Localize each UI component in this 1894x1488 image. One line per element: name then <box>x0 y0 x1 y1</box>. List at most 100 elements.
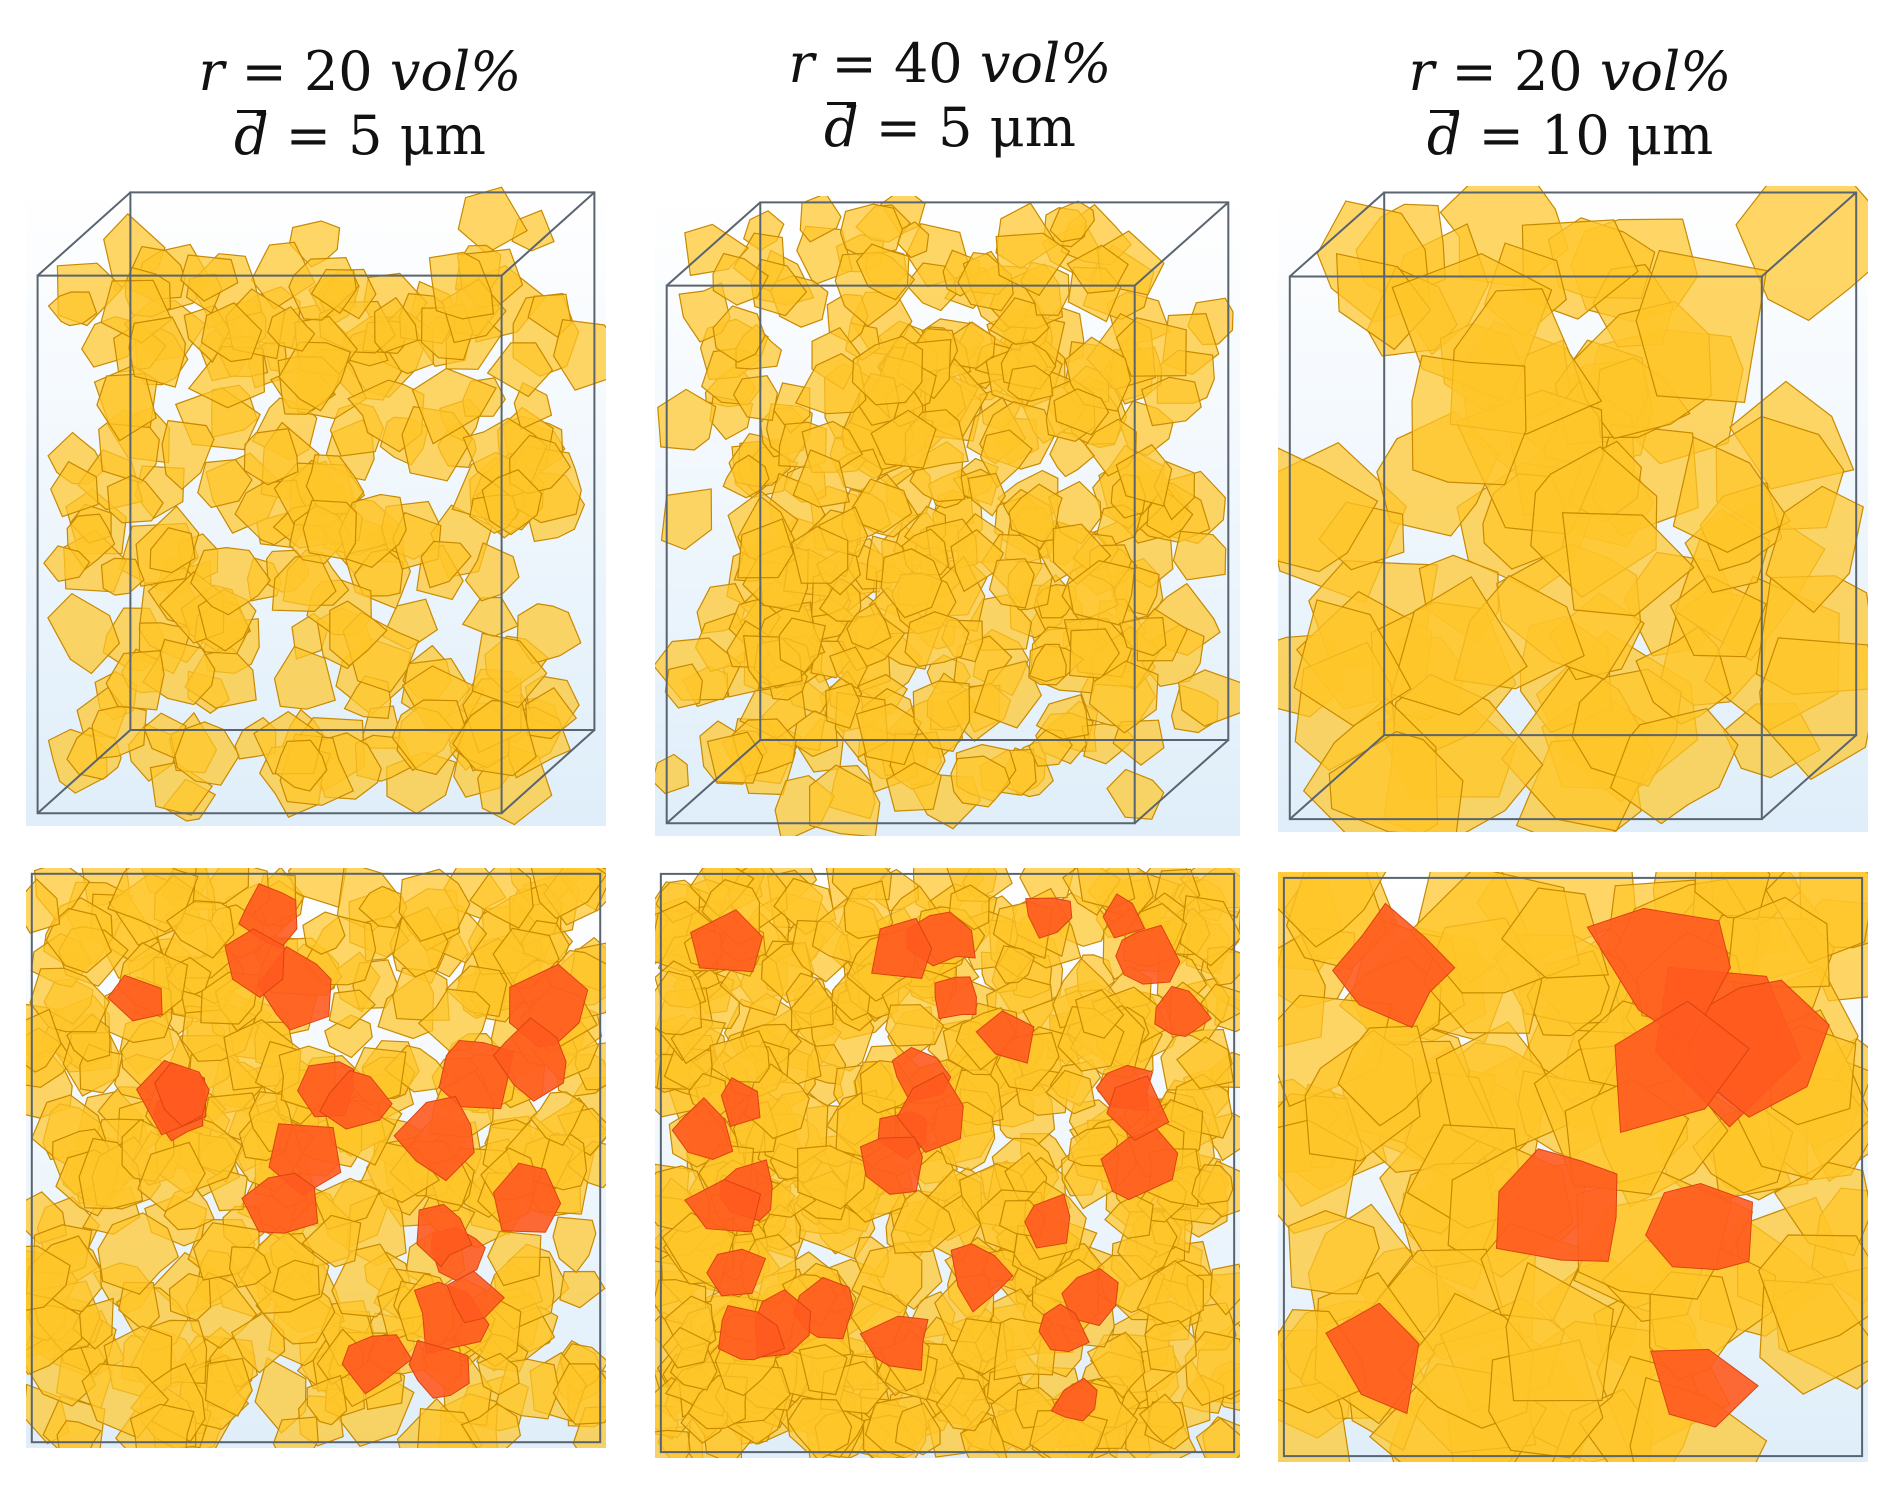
cube-view-2 <box>655 196 1240 836</box>
particle <box>988 297 1050 345</box>
highlighted-particle <box>241 1172 319 1234</box>
particle <box>91 704 147 760</box>
highlighted-particle <box>1154 985 1213 1038</box>
particle <box>305 454 365 515</box>
particle <box>664 663 704 709</box>
highlighted-particle <box>1038 1303 1090 1353</box>
domain-box-outline <box>36 191 596 815</box>
particle-cube-svg <box>1278 186 1868 832</box>
particle <box>271 554 337 613</box>
particle <box>420 540 472 589</box>
particle <box>655 970 703 1036</box>
particle <box>851 335 924 406</box>
particle <box>128 316 186 388</box>
particle <box>712 305 766 363</box>
particle <box>45 907 113 974</box>
particle <box>1035 694 1090 740</box>
domain-box-outline <box>1282 876 1864 1458</box>
volume-fraction-label: r = 40 vol% <box>788 32 1112 95</box>
particle <box>792 449 850 508</box>
particle <box>302 911 346 955</box>
particle <box>660 488 713 551</box>
particle <box>168 1273 212 1321</box>
highlighted-particle <box>1645 1182 1754 1271</box>
highlighted-particle <box>720 1077 761 1128</box>
particle <box>43 545 91 583</box>
highlighted-particle <box>1025 897 1073 939</box>
particle <box>149 527 196 574</box>
highlighted-particle <box>896 1072 964 1154</box>
particle <box>880 548 943 619</box>
highlighted-particle <box>950 1243 1014 1313</box>
particle <box>894 1402 941 1456</box>
domain-box-outline <box>30 872 602 1444</box>
particle <box>950 755 1011 808</box>
particle <box>56 1419 102 1448</box>
highlighted-particle <box>871 917 933 979</box>
particle <box>471 632 548 709</box>
particle <box>200 302 263 363</box>
particle <box>1669 574 1767 658</box>
particle <box>47 291 98 327</box>
particle <box>1029 1409 1109 1458</box>
particle <box>96 373 157 442</box>
column-2-title: r = 40 vol% d = 5 μm <box>650 32 1250 160</box>
highlighted-particle <box>107 974 163 1022</box>
particle <box>712 252 769 306</box>
particle <box>1411 354 1527 486</box>
particle <box>1066 244 1129 294</box>
highlighted-particle <box>1050 1377 1098 1422</box>
particle <box>1140 376 1202 427</box>
particle-cube-svg <box>26 186 606 826</box>
particle <box>50 460 99 518</box>
particle <box>106 474 164 524</box>
particle <box>306 1374 348 1426</box>
column-3-title: r = 20 vol% d = 10 μm <box>1270 40 1870 168</box>
particle <box>706 731 764 784</box>
highlighted-particle <box>492 1017 567 1102</box>
particle <box>988 558 1035 609</box>
particle-slice-svg <box>655 868 1240 1458</box>
particle <box>190 546 272 616</box>
particle <box>26 878 61 934</box>
particle <box>1074 989 1125 1039</box>
highlighted-particle <box>1325 1302 1420 1415</box>
particle <box>149 761 214 816</box>
particle <box>161 419 215 491</box>
particle <box>166 900 235 959</box>
particle <box>1735 186 1868 322</box>
column-1-title: r = 20 vol% d = 5 μm <box>60 40 660 168</box>
highlighted-particle <box>154 1062 210 1127</box>
highlighted-particle <box>408 1339 470 1399</box>
highlighted-particle <box>224 928 285 999</box>
highlighted-particle <box>446 1270 505 1324</box>
particle <box>973 660 1042 729</box>
particle <box>1088 660 1159 734</box>
particle <box>1138 1393 1185 1443</box>
highlighted-particle <box>706 1248 767 1297</box>
particle <box>47 592 121 675</box>
particle <box>825 682 861 730</box>
particle <box>100 557 145 596</box>
highlighted-particle <box>671 1097 734 1161</box>
particle <box>897 221 930 259</box>
particle <box>846 602 892 650</box>
particle <box>457 186 528 255</box>
highlighted-particle <box>492 1162 562 1233</box>
particle <box>26 1008 62 1073</box>
particle <box>732 375 779 422</box>
particle <box>301 1214 362 1268</box>
particle <box>486 342 554 398</box>
particle <box>1144 1319 1198 1374</box>
cube-view-3 <box>1278 186 1868 832</box>
particle <box>1635 249 1768 404</box>
particle <box>273 645 336 710</box>
particle-slice-svg <box>1278 872 1868 1462</box>
cross-section-2 <box>655 868 1240 1458</box>
particle <box>1008 483 1063 543</box>
particle <box>97 1212 180 1295</box>
highlighted-particle <box>1024 1193 1071 1249</box>
particle <box>885 762 942 812</box>
particle <box>1337 1025 1433 1127</box>
particle <box>1045 1069 1096 1115</box>
